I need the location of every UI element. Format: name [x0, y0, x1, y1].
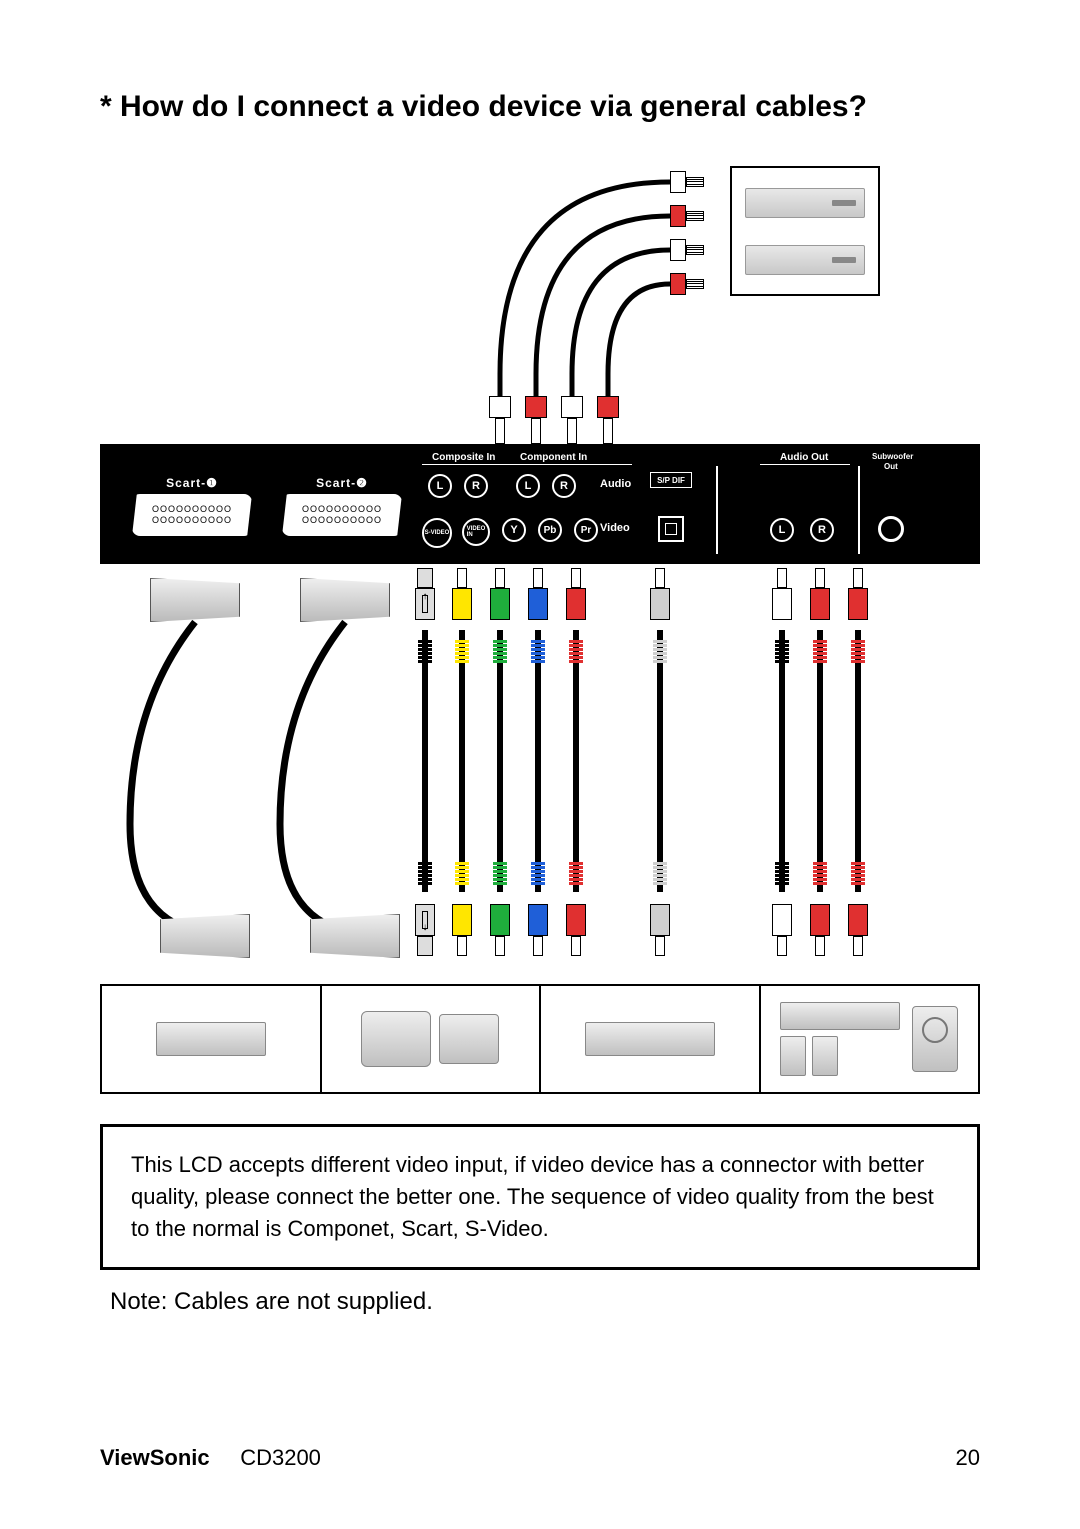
rca-plug: [846, 892, 870, 956]
rca-plug: [488, 568, 512, 632]
scart2-label: Scart-❷: [282, 476, 402, 490]
rca-tip: [670, 239, 704, 261]
jack-out-l: L: [770, 518, 794, 542]
page-footer: ViewSonic CD3200 20: [100, 1445, 980, 1471]
device-icon: [745, 245, 866, 275]
rca-plug: [564, 892, 588, 956]
rca-plug: [846, 568, 870, 632]
strip-cell: [322, 986, 542, 1092]
speaker-icon: [812, 1036, 838, 1076]
device-icon: [361, 1011, 431, 1067]
jack-y: Y: [502, 518, 526, 542]
cable-run: [817, 630, 823, 892]
device-strip: [100, 984, 980, 1094]
rca-plug: [808, 892, 832, 956]
cable-run: [657, 630, 663, 892]
rca-plug: [564, 568, 588, 632]
scart-connector: [160, 914, 250, 958]
jack-svideo: S-VIDEO: [422, 518, 452, 548]
device-icon: [439, 1014, 499, 1064]
audio-label: Audio: [600, 478, 631, 490]
rca-tip: [670, 171, 704, 193]
cable-run: [573, 630, 579, 892]
rca-plug: [648, 892, 672, 956]
jack-pb: Pb: [538, 518, 562, 542]
jack-composite-r: R: [464, 474, 488, 498]
jack-comp-l: L: [516, 474, 540, 498]
info-box: This LCD accepts different video input, …: [100, 1124, 980, 1270]
rca-plug: ↓: [413, 892, 437, 956]
video-label: Video: [600, 522, 630, 534]
cable-run: [535, 630, 541, 892]
rca-plug: [526, 892, 550, 956]
cable-run: [497, 630, 503, 892]
device-icon: [585, 1022, 715, 1056]
rca-plug: [450, 892, 474, 956]
rca-plug: ↑: [413, 568, 437, 632]
device-icon: [156, 1022, 266, 1056]
cable-run: [459, 630, 465, 892]
strip-cell: [761, 986, 979, 1092]
rca-tip: [525, 396, 547, 444]
speaker-icon: [780, 1036, 806, 1076]
jack-video-in: VIDEOIN: [462, 518, 490, 546]
rear-panel: Scart-❶ OOOOOOOOOOOOOOOOOOOO Scart-❷ OOO…: [100, 444, 980, 564]
cable-run: [422, 630, 428, 892]
spdif-label: S/P DIF: [650, 472, 692, 488]
rca-tip: [597, 396, 619, 444]
rca-tip: [561, 396, 583, 444]
rca-plug: [770, 568, 794, 632]
device-icon: [780, 1002, 900, 1030]
source-devices-top: [730, 166, 880, 296]
rca-plug: [648, 568, 672, 632]
footer-brand: ViewSonic: [100, 1445, 210, 1470]
spdif-port: [658, 516, 684, 542]
jack-pr: Pr: [574, 518, 598, 542]
subwoofer-jack: [878, 516, 904, 542]
jack-comp-r: R: [552, 474, 576, 498]
rca-plug: [526, 568, 550, 632]
device-icon: [745, 188, 866, 218]
rca-tip: [670, 205, 704, 227]
page-heading: * How do I connect a video device via ge…: [100, 90, 980, 124]
audio-out-label: Audio Out: [780, 452, 828, 463]
info-text: This LCD accepts different video input, …: [131, 1152, 934, 1241]
cable-run: [855, 630, 861, 892]
rca-plug: [450, 568, 474, 632]
rca-tip: [489, 396, 511, 444]
strip-cell: [541, 986, 761, 1092]
rca-tip: [670, 273, 704, 295]
scart2-port: OOOOOOOOOOOOOOOOOOOO: [282, 494, 402, 536]
jack-out-r: R: [810, 518, 834, 542]
page-number: 20: [956, 1445, 980, 1471]
footer-model: CD3200: [240, 1445, 321, 1470]
scart-connector: [310, 914, 400, 958]
component-label: Component In: [520, 452, 587, 463]
rca-plug: [770, 892, 794, 956]
scart1-port: OOOOOOOOOOOOOOOOOOOO: [132, 494, 252, 536]
rca-plug: [488, 892, 512, 956]
scart1-label: Scart-❶: [132, 476, 252, 490]
composite-label: Composite In: [432, 452, 495, 463]
sub-label1: Subwoofer: [872, 452, 913, 461]
connection-diagram: Scart-❶ OOOOOOOOOOOOOOOOOOOO Scart-❷ OOO…: [100, 154, 980, 1094]
sub-label2: Out: [884, 462, 898, 471]
strip-cell: [102, 986, 322, 1092]
rca-plug: [808, 568, 832, 632]
note-text: Note: Cables are not supplied.: [110, 1288, 980, 1316]
subwoofer-icon: [912, 1006, 958, 1072]
jack-composite-l: L: [428, 474, 452, 498]
cable-run: [779, 630, 785, 892]
